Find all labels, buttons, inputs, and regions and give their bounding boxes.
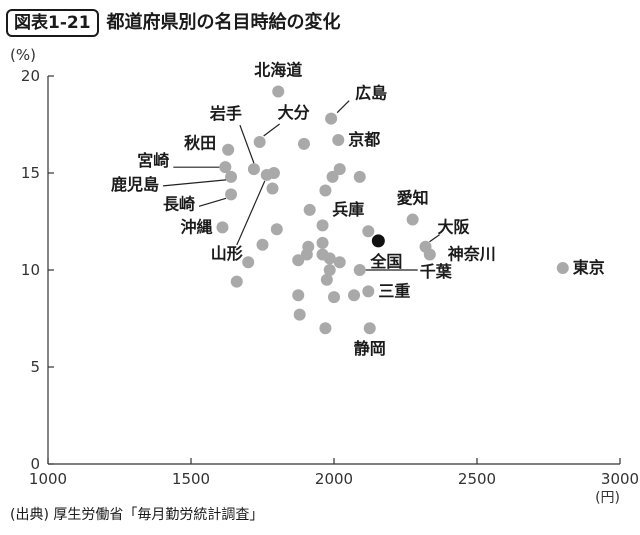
y-tick-label: 10	[21, 261, 40, 279]
leader-line	[263, 123, 281, 137]
data-point	[332, 134, 345, 147]
data-point	[270, 223, 283, 236]
point-label: 静岡	[354, 339, 386, 358]
data-point	[266, 182, 279, 195]
highlight-point	[371, 234, 385, 248]
data-point	[230, 275, 243, 288]
data-point	[300, 248, 313, 261]
point-label: 長崎	[163, 194, 195, 213]
data-point	[363, 322, 376, 335]
data-point	[242, 256, 255, 269]
data-point	[219, 161, 232, 174]
data-point	[256, 238, 269, 251]
data-point	[247, 163, 260, 176]
point-label: 千葉	[420, 262, 453, 281]
data-point	[325, 112, 338, 125]
leader-line	[239, 124, 255, 164]
point-label: 神奈川	[448, 244, 496, 263]
source-note: (出典) 厚生労働省「毎月勤労統計調査」	[10, 507, 264, 523]
data-point	[423, 248, 436, 261]
figure-header: 図表1-21 都道府県別の名目時給の変化	[6, 8, 341, 38]
x-unit-label: (円)	[595, 490, 620, 506]
data-point	[319, 184, 332, 197]
leader-line	[429, 234, 440, 243]
data-point	[319, 322, 332, 335]
data-point	[292, 289, 305, 302]
x-tick-label: 3000	[601, 470, 639, 488]
data-point	[272, 85, 285, 98]
point-label: 全国	[369, 252, 402, 271]
data-point	[362, 285, 375, 298]
x-tick-label: 2500	[458, 470, 496, 488]
data-point	[253, 135, 266, 148]
figure-label: 図表1-21	[6, 9, 99, 37]
data-point	[292, 254, 305, 267]
leader-line	[236, 180, 266, 246]
point-label: 広島	[355, 84, 387, 103]
y-tick-label: 0	[30, 455, 40, 473]
y-tick-label: 20	[21, 67, 40, 85]
data-point	[328, 291, 340, 304]
x-tick-label: 1000	[29, 470, 67, 488]
x-tick-label: 2000	[315, 470, 353, 488]
point-label: 宮崎	[137, 151, 169, 170]
y-tick-label: 15	[21, 164, 40, 182]
y-tick-label: 5	[30, 358, 40, 376]
point-label: 京都	[348, 130, 380, 149]
leader-line	[162, 179, 227, 187]
data-point	[222, 143, 235, 156]
point-label: 三重	[378, 281, 410, 300]
data-point	[293, 308, 306, 321]
data-point	[362, 225, 375, 238]
figure-title: 都道府県別の名目時給の変化	[106, 12, 341, 33]
point-label: 秋田	[184, 134, 216, 153]
point-label: 東京	[573, 258, 605, 277]
data-point	[323, 252, 336, 265]
data-point	[326, 170, 339, 183]
point-label: 岩手	[209, 104, 242, 123]
data-point	[406, 213, 419, 226]
data-point	[333, 163, 346, 176]
data-point	[303, 203, 316, 216]
data-point	[225, 188, 238, 201]
point-label: 北海道	[254, 61, 302, 80]
data-point	[348, 289, 361, 302]
data-point	[556, 262, 569, 275]
point-label: 鹿児島	[111, 175, 159, 194]
point-label: 大阪	[438, 218, 471, 237]
data-point	[333, 256, 346, 269]
point-label: 愛知	[397, 189, 429, 208]
data-point	[316, 236, 329, 249]
point-label: 大分	[278, 103, 310, 122]
leader-line	[198, 197, 227, 207]
data-point	[216, 221, 229, 234]
data-point	[297, 137, 310, 150]
data-point	[225, 170, 238, 183]
data-point	[353, 264, 366, 276]
x-tick-label: 1500	[172, 470, 210, 488]
data-point	[353, 170, 366, 183]
data-point	[320, 273, 333, 286]
point-label: 兵庫	[332, 200, 364, 219]
point-label: 沖縄	[180, 217, 212, 236]
y-unit-label: (%)	[10, 46, 36, 64]
point-label: 山形	[211, 244, 243, 263]
data-point	[316, 219, 329, 232]
leader-line	[336, 100, 350, 114]
data-point	[267, 167, 280, 179]
data-point	[323, 264, 336, 276]
